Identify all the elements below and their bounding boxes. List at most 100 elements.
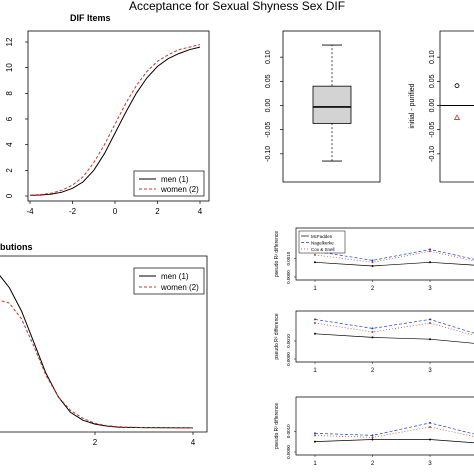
y-tick-label: 0.00 — [265, 99, 272, 113]
point-triangle — [453, 114, 461, 120]
r2-line-McFadden — [314, 333, 474, 344]
diff-plot-frame — [439, 30, 474, 183]
r2-line-McFadden — [314, 439, 474, 444]
y-tick-label: 0 — [5, 193, 14, 198]
distributions-frame — [0, 255, 208, 433]
x-tick-label: 1 — [313, 368, 317, 374]
y-axis-label: pseudo R² difference — [274, 403, 280, 450]
y-axis-label: pseudo R² difference — [274, 231, 280, 278]
legend-label: women (2) — [160, 185, 199, 194]
y-tick-label: -0.10 — [265, 146, 272, 162]
r2-legend-label: Cox & Snell — [311, 247, 335, 252]
r2-point — [314, 322, 316, 324]
y-tick-label: 0.0000 — [286, 270, 291, 284]
y-tick-label: 4 — [5, 142, 14, 147]
r2-line-Cox-Snell — [314, 426, 474, 438]
legend-box — [133, 267, 205, 295]
legend-label: men (1) — [161, 175, 189, 184]
dif-items-title: DIF Items — [70, 13, 111, 23]
y-tick-label: 0.0010 — [286, 334, 291, 348]
r2-line-Nagelkerke — [314, 249, 474, 261]
r2-line-Cox-Snell — [314, 250, 474, 263]
r2-legend-label: McFadden — [311, 234, 333, 239]
r2-point — [314, 440, 316, 443]
r2-line-Nagelkerke — [314, 422, 474, 436]
x-tick-label: 2 — [371, 286, 375, 292]
r2-point — [371, 261, 374, 264]
r2-point — [371, 436, 374, 439]
y-tick-label: 0.05 — [265, 74, 272, 88]
x-tick-label: -4 — [26, 207, 34, 216]
r2-point — [371, 438, 374, 441]
r2-point — [314, 332, 316, 335]
x-tick-label: 3 — [428, 368, 432, 374]
x-tick-label: -2 — [69, 207, 77, 216]
y-tick-label: 2 — [5, 168, 14, 173]
y-tick-label: 12 — [5, 37, 14, 46]
y-tick-label: 0.0000 — [286, 445, 291, 459]
density-line-women-2- — [0, 299, 194, 429]
x-tick-label: 0 — [113, 207, 118, 216]
r2-point — [429, 322, 431, 324]
r2-line-Nagelkerke — [314, 319, 474, 334]
y-axis-label: initial - purified — [409, 83, 416, 128]
y-tick-label: 8 — [5, 91, 14, 96]
r2-point — [371, 327, 374, 330]
r2-point — [314, 318, 316, 321]
x-tick-label: 1 — [313, 461, 317, 467]
r2-point — [314, 432, 316, 435]
r2-line-McFadden — [314, 261, 474, 267]
r2-panel-frame — [295, 396, 474, 456]
x-tick-label: 4 — [191, 438, 196, 447]
r2-point — [429, 261, 431, 264]
r2-point — [371, 264, 374, 267]
legend-label: men (1) — [161, 272, 189, 281]
y-tick-label: 0.0010 — [286, 424, 291, 438]
boxplot-frame — [282, 30, 381, 183]
x-tick-label: 4 — [198, 207, 203, 216]
r2-point — [429, 338, 431, 341]
r2-line-Cox-Snell — [314, 322, 474, 336]
y-tick-label: -0.05 — [429, 122, 436, 138]
x-tick-label: 2 — [371, 461, 375, 467]
point-circle — [454, 83, 460, 89]
series-line-men-1- — [29, 46, 201, 196]
r2-point — [314, 261, 316, 264]
y-tick-label: -0.10 — [429, 146, 436, 162]
x-tick-label: 2 — [93, 438, 98, 447]
r2-point — [371, 336, 374, 339]
r2-point — [429, 318, 431, 321]
y-tick-label: 0.10 — [429, 50, 436, 64]
r2-point — [371, 259, 374, 262]
r2-point — [314, 434, 316, 437]
r2-point — [371, 434, 374, 437]
box-iqr — [312, 85, 352, 124]
y-tick-label: 0.0000 — [286, 352, 291, 366]
x-tick-label: 3 — [428, 461, 432, 467]
density-line-men-1- — [0, 274, 194, 429]
dif-items-frame — [27, 30, 210, 202]
x-tick-label: 2 — [371, 368, 375, 374]
r2-point — [314, 253, 316, 256]
r2-point — [429, 438, 431, 441]
x-tick-label: 2 — [155, 207, 160, 216]
series-line-women-2- — [29, 44, 201, 196]
figure-title: Acceptance for Sexual Shyness Sex DIF — [129, 0, 345, 13]
legend-label: women (2) — [160, 283, 199, 292]
x-tick-label: 1 — [313, 286, 317, 292]
y-axis-label: pseudo R² difference — [274, 313, 280, 360]
distributions-title: butions — [0, 242, 33, 252]
y-tick-label: 0.10 — [265, 50, 272, 64]
r2-point — [429, 426, 431, 429]
y-tick-label: 6 — [5, 116, 14, 121]
r2-legend-box — [298, 230, 346, 254]
y-tick-label: 0.0010 — [286, 251, 291, 265]
x-tick-label: 3 — [428, 286, 432, 292]
r2-panel-frame — [295, 227, 474, 281]
legend-box — [133, 170, 205, 197]
r2-point — [429, 250, 431, 253]
r2-panel-frame — [295, 310, 474, 363]
y-tick-label: 10 — [5, 63, 14, 72]
r2-point — [429, 421, 431, 424]
